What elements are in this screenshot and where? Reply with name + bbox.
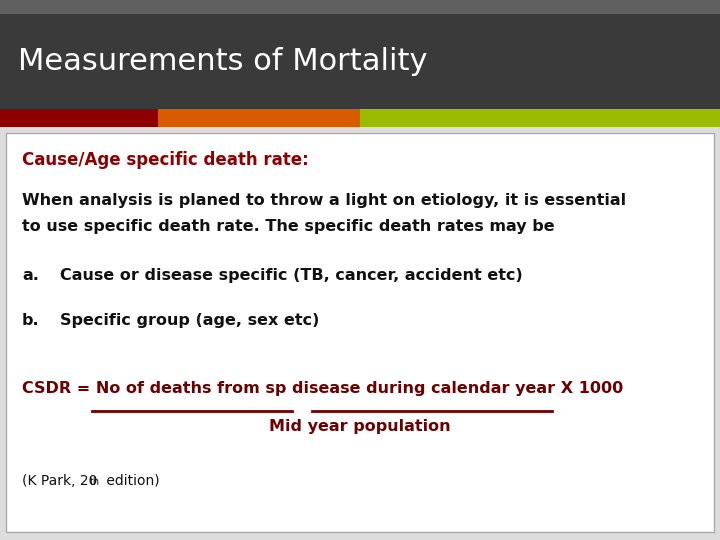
Text: a.: a. bbox=[22, 268, 39, 283]
Text: b.: b. bbox=[22, 313, 40, 328]
Bar bbox=[0, 14, 720, 109]
Text: th: th bbox=[90, 477, 100, 487]
Text: (K Park, 20: (K Park, 20 bbox=[22, 474, 97, 488]
Text: When analysis is planed to throw a light on etiology, it is essential: When analysis is planed to throw a light… bbox=[22, 193, 626, 208]
Text: Mid year population: Mid year population bbox=[269, 419, 451, 434]
Text: to use specific death rate. The specific death rates may be: to use specific death rate. The specific… bbox=[22, 219, 554, 234]
Text: Measurements of Mortality: Measurements of Mortality bbox=[18, 47, 428, 76]
Text: Cause/Age specific death rate:: Cause/Age specific death rate: bbox=[22, 151, 309, 169]
Bar bbox=[6, 133, 714, 532]
Bar bbox=[158, 109, 360, 127]
Text: Specific group (age, sex etc): Specific group (age, sex etc) bbox=[60, 313, 320, 328]
Bar bbox=[0, 109, 158, 127]
Text: Cause or disease specific (TB, cancer, accident etc): Cause or disease specific (TB, cancer, a… bbox=[60, 268, 523, 283]
Bar bbox=[0, 0, 720, 14]
Text: edition): edition) bbox=[102, 474, 160, 488]
Text: CSDR = No of deaths from sp disease during calendar year X 1000: CSDR = No of deaths from sp disease duri… bbox=[22, 381, 624, 396]
Bar bbox=[360, 109, 720, 127]
